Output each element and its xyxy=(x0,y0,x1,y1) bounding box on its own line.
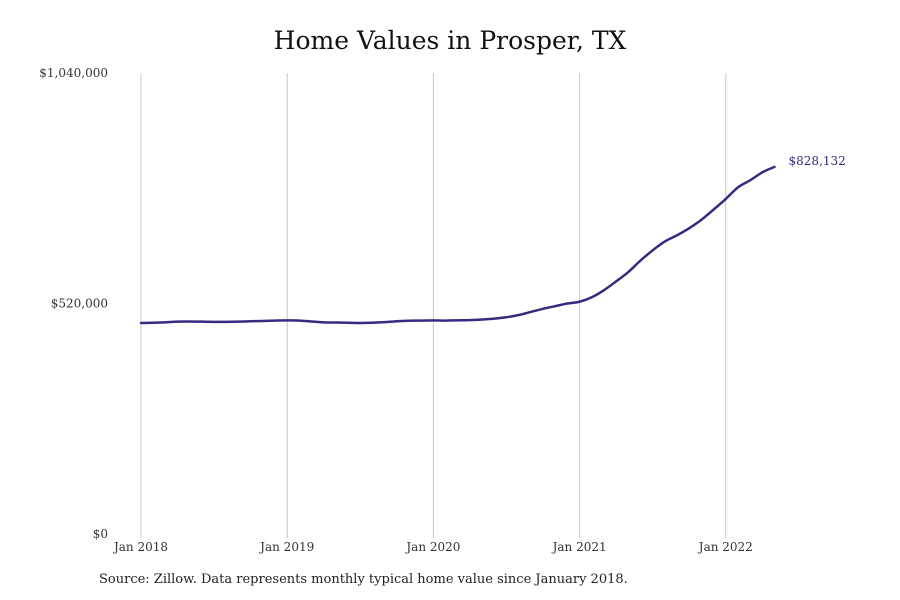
series-group: $828,132 xyxy=(139,154,846,325)
source-note: Source: Zillow. Data represents monthly … xyxy=(99,572,628,587)
x-tick-label: Jan 2018 xyxy=(112,540,168,554)
y-tick-label: $0 xyxy=(93,527,108,541)
chart-title: Home Values in Prosper, TX xyxy=(273,26,627,55)
x-tick-label: Jan 2020 xyxy=(404,540,460,554)
y-tick-label: $1,040,000 xyxy=(39,66,108,80)
x-tick-label: Jan 2021 xyxy=(551,540,607,554)
y-tick-label: $520,000 xyxy=(51,297,108,311)
grid-lines xyxy=(140,73,727,538)
x-tick-label: Jan 2019 xyxy=(258,540,314,554)
x-axis-tick-labels: Jan 2018 Jan 2019 Jan 2020 Jan 2021 Jan 2022 xyxy=(112,540,753,554)
x-tick-label: Jan 2022 xyxy=(697,540,753,554)
y-axis-tick-labels: $0 $520,000 $1,040,000 xyxy=(39,66,108,541)
series-line xyxy=(139,165,776,325)
end-value-label: $828,132 xyxy=(789,154,846,168)
